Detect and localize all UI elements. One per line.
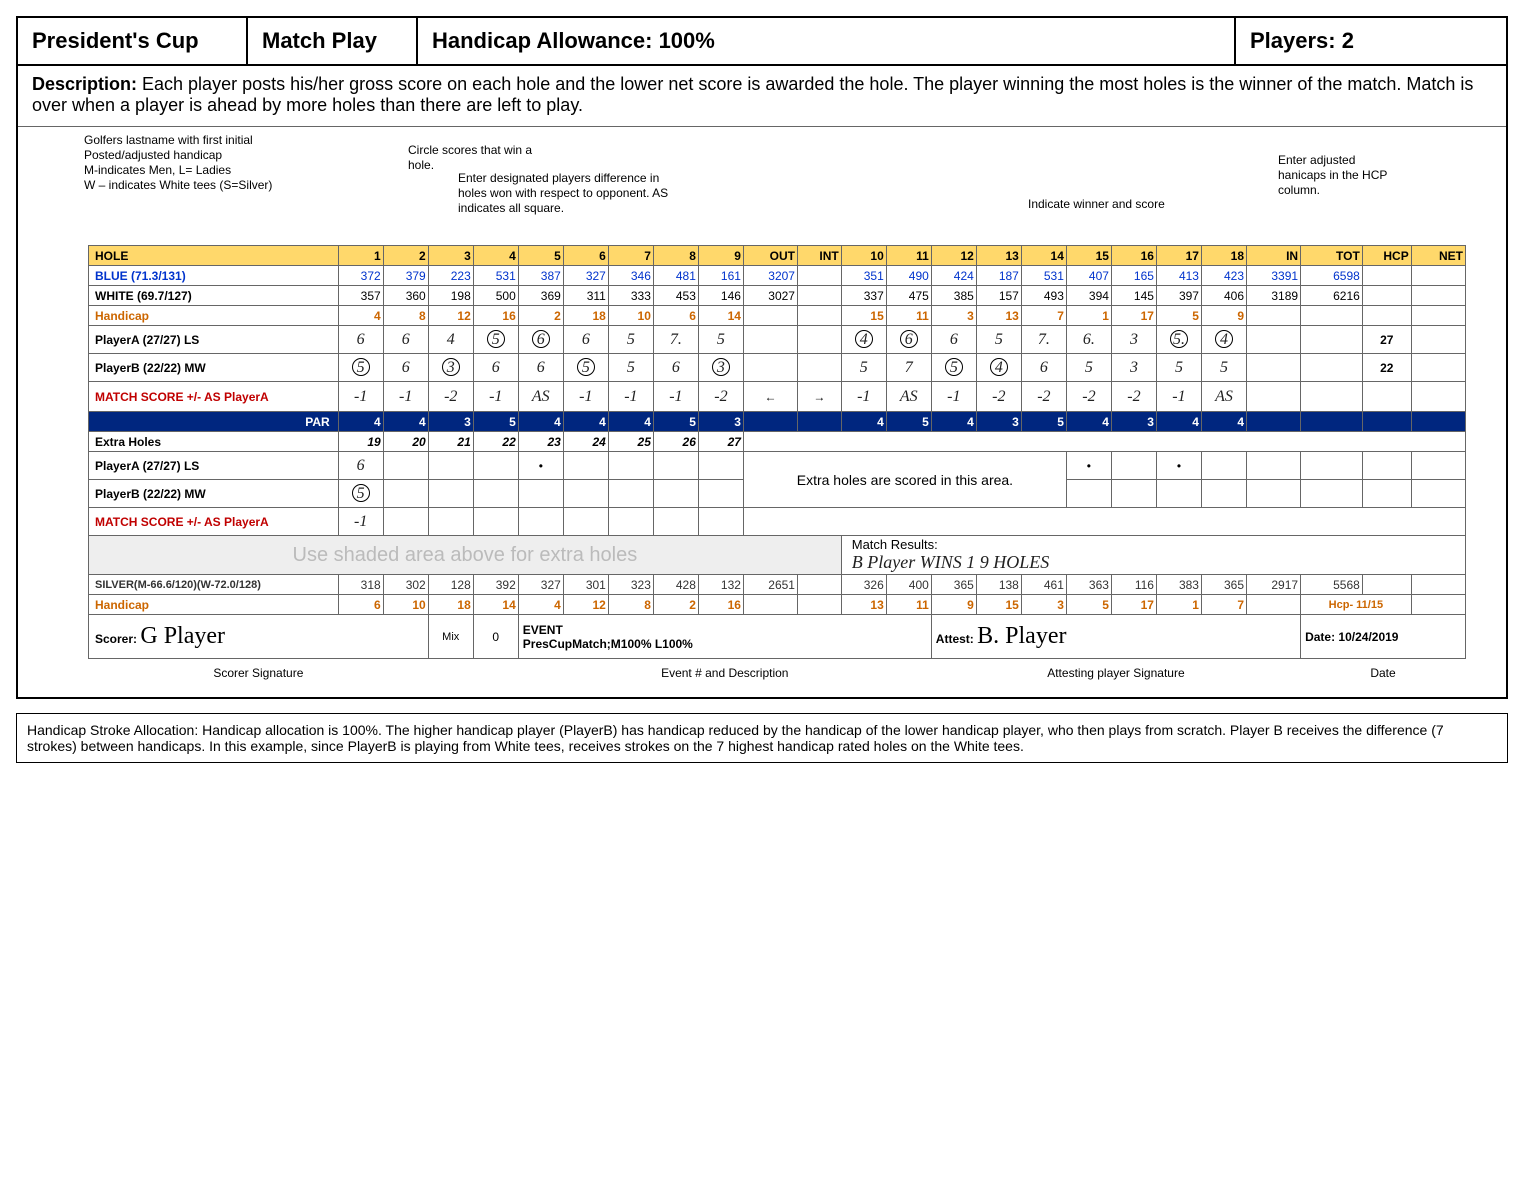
shaded-note: Use shaded area above for extra holes xyxy=(89,536,842,575)
description-text: Each player posts his/her gross score on… xyxy=(32,74,1473,115)
caption-row: Scorer Signature Event # and Description… xyxy=(89,659,1466,687)
scorecard-document: President's Cup Match Play Handicap Allo… xyxy=(16,16,1508,699)
extra-holes-row: Extra Holes 192021222324252627 xyxy=(89,432,1466,452)
scorer-caption: Scorer Signature xyxy=(89,659,429,687)
extra-note: Extra holes are scored in this area. xyxy=(743,452,1066,508)
handicap-allowance: Handicap Allowance: 100% xyxy=(418,18,1236,64)
annot-adjusted: Enter adjusted hanicaps in the HCP colum… xyxy=(1278,153,1388,198)
players-count: Players: 2 xyxy=(1236,18,1506,64)
hole-header-row: HOLE 123456789 OUTINT 101112131415161718… xyxy=(89,246,1466,266)
playerA-row: PlayerA (27/27) LS 66456657.5 46657.6.35… xyxy=(89,326,1466,354)
match-type: Match Play xyxy=(248,18,418,64)
white-tees-row: WHITE (69.7/127) 35736019850036931133345… xyxy=(89,286,1466,306)
bottom-note: Handicap Stroke Allocation: Handicap all… xyxy=(16,713,1508,763)
score-table: HOLE 123456789 OUTINT 101112131415161718… xyxy=(88,245,1466,687)
silver-tees-row: SILVER(M-66.6/120)(W-72.0/128) 318302128… xyxy=(89,575,1466,595)
footer-row: Scorer: G Player Mix 0 EVENT PresCupMatc… xyxy=(89,615,1466,659)
scorer-signature: G Player xyxy=(140,623,225,649)
description-label: Description: xyxy=(32,74,137,94)
header-row: President's Cup Match Play Handicap Allo… xyxy=(18,18,1506,66)
annot-winner: Indicate winner and score xyxy=(1028,197,1165,212)
annot-lastname: Golfers lastname with first initial Post… xyxy=(84,133,272,193)
match-score-row: MATCH SCORE +/- AS PlayerA -1-1-2-1AS-1-… xyxy=(89,382,1466,412)
attest-caption: Attesting player Signature xyxy=(931,659,1300,687)
extra-match-row: MATCH SCORE +/- AS PlayerA -1 xyxy=(89,508,1466,536)
event-value: PresCupMatch;M100% L100% xyxy=(523,637,693,651)
annot-designated: Enter designated players difference in h… xyxy=(458,171,678,216)
annotation-area: Golfers lastname with first initial Post… xyxy=(18,127,1506,697)
shaded-note-row: Use shaded area above for extra holes Ma… xyxy=(89,536,1466,575)
playerB-row: PlayerB (22/22) MW 563665563 575465355 2… xyxy=(89,354,1466,382)
match-results: Match Results: B Player WINS 1 9 HOLES xyxy=(841,536,1465,575)
attest-signature: B. Player xyxy=(977,623,1066,649)
blue-tees-row: BLUE (71.3/131) 372379223531387327346481… xyxy=(89,266,1466,286)
title: President's Cup xyxy=(18,18,248,64)
date-caption: Date xyxy=(1301,659,1466,687)
handicap-row: Handicap 48121621810614 1511313711759 xyxy=(89,306,1466,326)
description: Description: Each player posts his/her g… xyxy=(18,66,1506,127)
date-value: 10/24/2019 xyxy=(1338,630,1398,644)
hole-label: HOLE xyxy=(89,246,339,266)
event-caption: Event # and Description xyxy=(518,659,931,687)
par-row: PAR 443544453 454354344 xyxy=(89,412,1466,432)
extra-playerA-row: PlayerA (27/27) LS 6• Extra holes are sc… xyxy=(89,452,1466,480)
silver-handicap-row: Handicap 61018144128216 1311915351717 Hc… xyxy=(89,595,1466,615)
annot-circle: Circle scores that win a hole. xyxy=(408,143,558,173)
